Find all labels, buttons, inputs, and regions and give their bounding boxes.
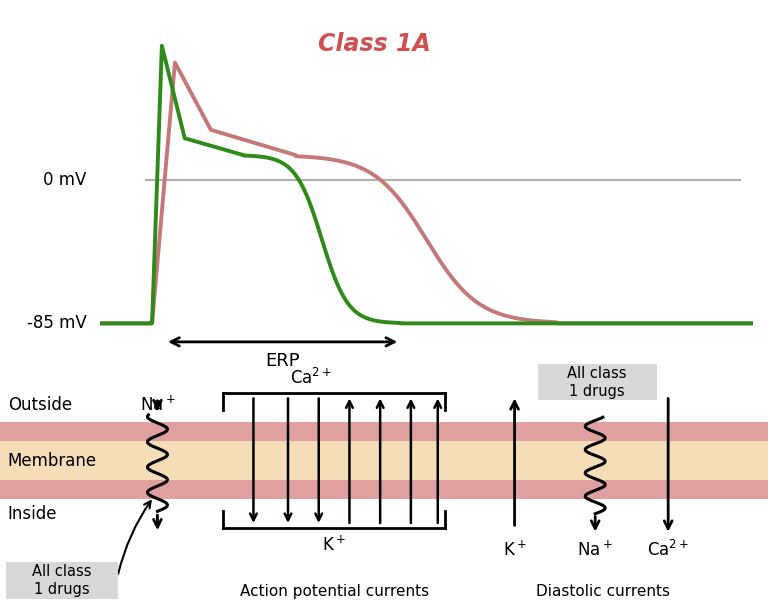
Bar	[0, 480, 768, 499]
Text: Outside: Outside	[8, 396, 71, 414]
Text: All class
1 drugs: All class 1 drugs	[568, 366, 627, 399]
Text: K$^+$: K$^+$	[322, 535, 346, 555]
Text: K$^+$: K$^+$	[502, 540, 527, 560]
Text: ERP: ERP	[265, 352, 300, 370]
Text: All class
1 drugs: All class 1 drugs	[32, 564, 91, 596]
Text: Na$^+$: Na$^+$	[578, 540, 613, 560]
Bar	[0, 441, 768, 480]
Bar	[6, 561, 118, 599]
Text: Na$^+$: Na$^+$	[140, 396, 175, 415]
Text: Diastolic currents: Diastolic currents	[536, 584, 670, 599]
Text: Inside: Inside	[8, 505, 57, 523]
Text: -85 mV: -85 mV	[27, 314, 87, 332]
Text: Class 1A: Class 1A	[318, 32, 430, 56]
Text: Membrane: Membrane	[8, 452, 97, 470]
Bar	[0, 422, 768, 441]
Text: Ca$^{2+}$: Ca$^{2+}$	[647, 540, 689, 560]
Bar	[538, 364, 657, 400]
Text: Ca$^{2+}$: Ca$^{2+}$	[290, 368, 332, 388]
Text: 0 mV: 0 mV	[44, 171, 87, 189]
Text: Action potential currents: Action potential currents	[240, 584, 429, 599]
